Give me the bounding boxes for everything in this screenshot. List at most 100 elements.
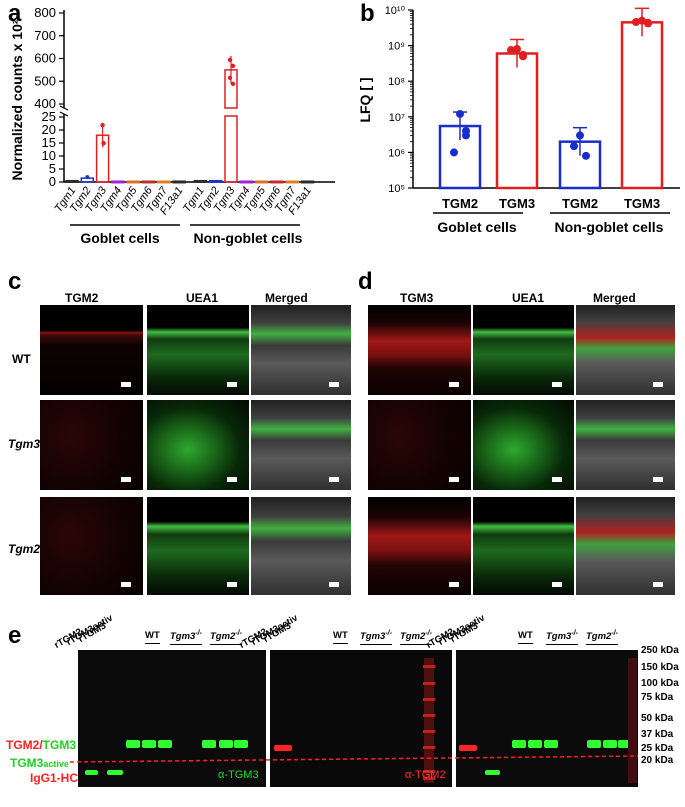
panel-e-label: e [8, 622, 22, 649]
blot-ladder-band [423, 777, 435, 780]
blot-band-merged [528, 740, 542, 748]
kda-label: 100 kDa [641, 678, 679, 689]
a-bar [141, 180, 156, 184]
panel-a-label: a [8, 0, 22, 27]
b-xtick-label: TGM2 [562, 196, 598, 211]
a-ytick-label: 600 [34, 51, 56, 66]
panel-c-image [251, 400, 351, 490]
b-ytick-label: 10⁸ [388, 76, 405, 88]
scale-bar [449, 382, 459, 387]
panel-c-image [40, 497, 143, 595]
scale-bar [227, 477, 237, 482]
blot-band-tgm3-active [85, 770, 98, 775]
scale-bar [329, 382, 339, 387]
b-point [507, 46, 515, 55]
blot-ladder [628, 658, 637, 783]
b-ytick-label: 10⁶ [388, 147, 405, 159]
tgm3-active-label: TGM3active [10, 756, 69, 770]
panel-c-col-3: Merged [265, 291, 308, 305]
panel-d-image [368, 400, 471, 490]
b-point [638, 16, 646, 25]
genotype-label: WT [145, 630, 160, 644]
blot-band-tgm2 [274, 745, 292, 751]
a-bar [126, 180, 140, 184]
panel-d-col-3: Merged [593, 291, 636, 305]
blot-band-tgm3-active [485, 770, 500, 775]
a-ytick-label: 20 [42, 122, 56, 137]
igg-dashed-line [69, 755, 639, 763]
tgm2-tgm3-label: TGM2/TGM3 [6, 738, 77, 752]
a-point [230, 81, 236, 87]
scale-bar [653, 582, 663, 587]
blot-1-label: α-TGM3 [218, 769, 259, 781]
panel-b-group2: Non-goblet cells [555, 219, 664, 235]
panel-b-label: b [360, 0, 375, 27]
b-ytick-label: 10⁵ [388, 183, 405, 195]
blot-ladder-band [423, 770, 435, 773]
blot-ladder-band [423, 682, 435, 685]
kda-label: 75 kDa [641, 692, 674, 703]
b-point [576, 131, 584, 140]
blot-band-tgm3 [142, 740, 156, 748]
kda-label: 50 kDa [641, 713, 674, 724]
genotype-label: Tgm3-/- [546, 630, 578, 646]
a-ytick-label: 800 [34, 5, 56, 20]
kda-label: 37 kDa [641, 729, 674, 740]
panel-c-image [147, 305, 249, 395]
blot-band-merged [512, 740, 526, 748]
b-xtick-label: TGM3 [624, 196, 660, 211]
b-point [632, 18, 640, 27]
panel-b-chart: LFQ [ ] 10¹⁰ 10⁹ 10⁸ 10⁷ 10⁶ 10⁵ TGM2 TGM3 TGM2… [357, 5, 680, 235]
a-bar [111, 180, 125, 184]
b-point [519, 52, 527, 61]
b-xtick-label: TGM2 [442, 196, 478, 211]
a-ytick-label: 5 [49, 161, 56, 176]
panel-d-label: d [358, 268, 373, 295]
blot-ladder-band [423, 714, 435, 717]
row-label-wt: WT [12, 352, 31, 366]
blot-band-tgm2 [459, 745, 477, 751]
blot-ladder-band [423, 746, 435, 749]
panel-d-image [368, 497, 471, 595]
blot-2 [270, 650, 452, 787]
panel-c-image [147, 497, 249, 595]
b-xtick-label: TGM3 [499, 196, 535, 211]
a-bar [157, 180, 171, 184]
blot-2-label: α-TGM2 [405, 769, 446, 781]
b-ytick-label: 10¹⁰ [385, 5, 406, 17]
b-point [570, 142, 578, 151]
a-bar [300, 180, 315, 184]
genotype-label: WT [333, 630, 348, 644]
a-bar [193, 179, 208, 183]
a-break-mark [59, 105, 69, 111]
b-bar [495, 52, 539, 190]
western-blot: α-TGM3 α-TGM2 [69, 650, 639, 787]
b-point [582, 151, 590, 160]
b-ytick-label: 10⁹ [388, 41, 405, 53]
a-ytick-label: 25 [42, 109, 56, 124]
blot-band-merged [603, 740, 617, 748]
blot-band-tgm3-active [107, 770, 123, 775]
panel-c-image [147, 400, 249, 490]
panel-c-col-1: TGM2 [65, 291, 99, 305]
panel-c-label: c [8, 268, 22, 295]
a-break-mark [59, 111, 69, 117]
scale-bar [653, 382, 663, 387]
scale-bar [121, 477, 131, 482]
a-ytick-label: 400 [34, 96, 56, 111]
panel-c-image [40, 400, 143, 490]
blot-ladder-band [423, 665, 435, 668]
panel-d-image [473, 497, 574, 595]
b-point [644, 18, 652, 27]
kda-label: 20 kDa [641, 755, 674, 766]
scale-bar [653, 477, 663, 482]
panel-b-group1: Goblet cells [437, 219, 517, 235]
a-point [101, 141, 106, 146]
panel-d-image [576, 400, 675, 490]
a-ytick-label: 700 [34, 28, 56, 43]
panel-a-chart: Normalized counts x 10² 8007006005004002… [9, 5, 335, 246]
a-bar [208, 179, 223, 183]
scale-bar [449, 582, 459, 587]
a-point [230, 63, 236, 69]
